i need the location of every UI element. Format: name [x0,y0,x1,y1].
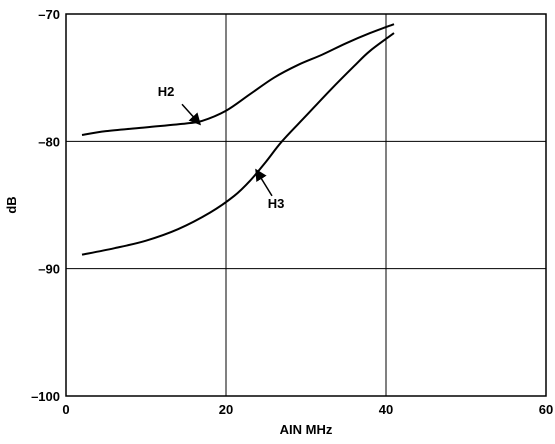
annotation-arrow-h3 [255,168,273,197]
grid-lines [66,14,546,396]
x-tick-label: 0 [62,402,69,417]
series-lines [81,23,395,256]
y-tick-label: –80 [38,134,60,149]
x-axis-title: AIN MHz [280,422,333,437]
y-tick-label: –100 [31,389,60,404]
series-line-h2 [81,23,395,136]
annotation-label-h2: H2 [158,84,175,99]
series-line-h3 [81,32,395,256]
plot-frame [65,13,547,397]
axis-ticks: 0 20 40 60 –70 –80 –90 –100 [31,7,553,417]
y-axis-title: dB [4,196,19,213]
x-tick-label: 40 [379,402,393,417]
annotation-label-h3: H3 [268,196,285,211]
annotations: H2 H3 [158,84,285,211]
x-tick-label: 20 [219,402,233,417]
y-tick-label: –90 [38,262,60,277]
y-tick-label: –70 [38,7,60,22]
x-tick-label: 60 [539,402,553,417]
annotation-arrow-h2 [181,103,202,126]
